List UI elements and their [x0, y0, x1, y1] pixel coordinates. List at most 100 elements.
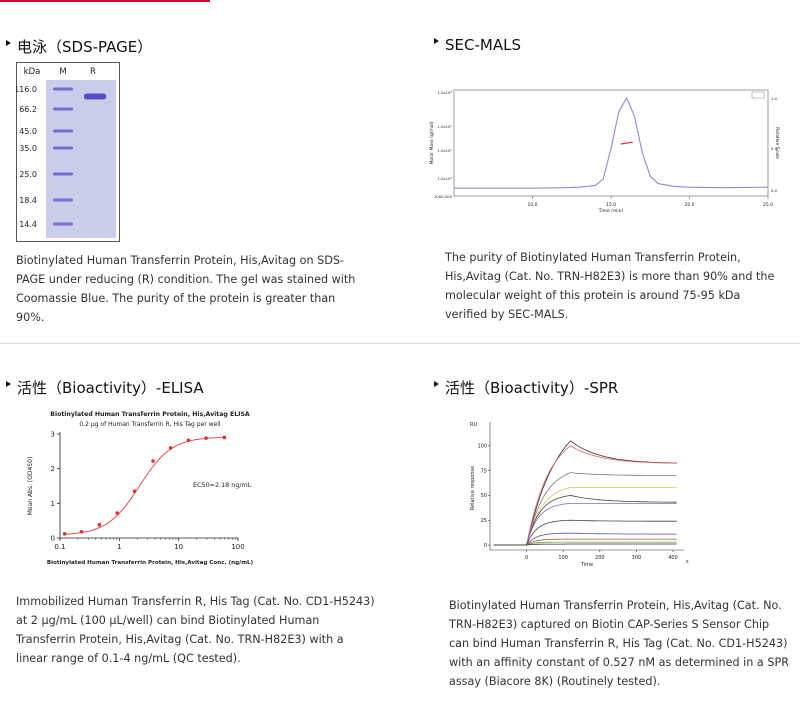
- elisa-y-axis-label: Mean Abs. (OD450): [27, 457, 34, 516]
- elisa-ec50-annotation: EC50=2.18 ng/mL: [193, 481, 252, 489]
- elisa-data-point: [115, 511, 119, 515]
- bullet-triangle-icon: [434, 380, 439, 387]
- elisa-data-point: [62, 532, 67, 536]
- spr-y-tick-label: 50: [481, 493, 487, 499]
- spr-sensorgram-line: [493, 440, 677, 546]
- sec-molar-mass-segment: [620, 141, 633, 145]
- spr-chart: RU s 0 25 50 75 100 0 100 200 300 400 Time Relative r…: [460, 416, 696, 574]
- spr-sensorgram-line: [493, 532, 677, 546]
- sec-plot-frame: [453, 89, 769, 197]
- spr-y-tick-label: 25: [481, 518, 487, 524]
- elisa-data-point: [132, 489, 137, 493]
- bullet-triangle-icon: [6, 380, 11, 387]
- elisa-x-tick-label: 1: [117, 543, 121, 551]
- sec-x-tick-label: 15.0: [606, 202, 616, 208]
- spr-title: 活性（Bioactivity）-SPR: [445, 379, 619, 397]
- sec-y2-axis-label: Relative Scale: [774, 127, 780, 159]
- spr-x-unit-label: s: [686, 559, 689, 565]
- spr-description: Biotinylated Human Transferrin Protein, …: [449, 599, 789, 688]
- elisa-y-tick-label: 2: [51, 465, 55, 473]
- spr-y-tick-label: 75: [481, 468, 487, 474]
- sec-y-tick-label: 1.0x10⁴: [437, 176, 452, 181]
- sec-y2-tick-label: 0.0: [771, 188, 778, 193]
- elisa-data-point: [222, 435, 227, 440]
- gel-marker-label: 45.0: [19, 127, 37, 136]
- sec-mals-heading: SEC-MALS: [434, 36, 521, 54]
- sec-mals-title: SEC-MALS: [445, 36, 521, 54]
- sec-y-tick-label: 1000.000: [434, 194, 453, 199]
- elisa-data-point: [204, 436, 208, 440]
- sds-page-heading: 电泳（SDS-PAGE）: [6, 36, 152, 57]
- gel-marker-band: [53, 198, 73, 202]
- section-divider: [0, 343, 800, 344]
- elisa-x-tick-label: 100: [231, 543, 244, 551]
- spr-sensorgram-line: [493, 445, 677, 546]
- spr-x-tick-label: 400: [668, 555, 678, 561]
- elisa-y-tick-label: 1: [51, 500, 55, 508]
- sec-y-tick-label: 1.0x10⁵: [437, 148, 452, 153]
- spr-x-tick-label: 300: [632, 555, 642, 561]
- spr-sensorgram-line: [493, 503, 677, 546]
- sec-trace-line: [454, 97, 769, 189]
- gel-marker-band: [53, 172, 73, 176]
- spr-sensorgram-line: [493, 472, 677, 546]
- gel-marker-label: 14.4: [19, 220, 37, 229]
- sec-x-axis-label: Time (min): [598, 208, 624, 212]
- sec-x-tick-label: 10.0: [527, 202, 537, 208]
- elisa-title: 活性（Bioactivity）-ELISA: [17, 379, 204, 397]
- gel-marker-band: [53, 107, 73, 111]
- gel-marker-band: [53, 146, 73, 150]
- gel-unit-label: kDa: [24, 67, 41, 77]
- gel-marker-label: 116.0: [16, 85, 37, 94]
- elisa-y-tick-label: 0: [51, 535, 55, 543]
- elisa-fit-curve: [64, 436, 225, 535]
- spr-y-unit-label: RU: [470, 422, 477, 428]
- spr-y-tick-label: 100: [477, 444, 487, 450]
- spr-sensorgram-line: [493, 541, 677, 546]
- spr-x-tick-label: 200: [595, 555, 605, 561]
- sec-x-tick-label: 20.0: [684, 202, 694, 208]
- bullet-triangle-icon: [434, 37, 439, 44]
- sds-page-description: Biotinylated Human Transferrin Protein, …: [16, 254, 356, 324]
- sec-y-axis-label: Molar Mass (g/mol): [429, 121, 435, 164]
- elisa-chart: Biotinylated Human Transferrin Protein, …: [18, 406, 284, 570]
- elisa-chart-subtitle: 0.2 μg of Human Transferrin R, His Tag p…: [79, 421, 220, 428]
- spr-y-tick-label: 0: [484, 543, 487, 549]
- elisa-x-axis-label: Biotinylated Human Transferrin Protein, …: [47, 560, 254, 566]
- elisa-chart-title: Biotinylated Human Transferrin Protein, …: [50, 411, 250, 418]
- elisa-data-point: [79, 529, 84, 534]
- gel-marker-band: [53, 129, 73, 133]
- spr-sensorgram-line: [493, 494, 677, 546]
- gel-lane-m-label: M: [59, 67, 66, 77]
- spr-sensorgram-line: [493, 519, 677, 546]
- spr-x-axis-label: Time: [580, 562, 593, 568]
- sec-y-tick-label: 1.0x10⁸: [437, 90, 452, 95]
- spr-sensorgram-line: [493, 543, 677, 546]
- sds-page-gel-image: kDa M R 116.0 66.2 45.0 35.0 25.0 18.4 14.4: [14, 62, 120, 242]
- elisa-data-point: [97, 523, 102, 527]
- sec-mals-description: The purity of Biotinylated Human Transfe…: [445, 251, 775, 321]
- sec-y2-tick-label: 1.0: [771, 96, 778, 101]
- sds-page-title: 电泳（SDS-PAGE）: [17, 38, 153, 56]
- elisa-description: Immobilized Human Transferrin R, His Tag…: [16, 595, 375, 665]
- gel-marker-label: 18.4: [19, 196, 37, 205]
- gel-marker-band: [53, 87, 73, 91]
- gel-lane-r-label: R: [90, 67, 96, 77]
- sec-legend-box: [751, 91, 765, 99]
- elisa-data-point: [151, 459, 155, 463]
- spr-sensorgram-line: [493, 487, 677, 546]
- top-accent-line: [0, 0, 210, 2]
- sec-y-tick-label: 1.0x10⁶: [437, 124, 452, 129]
- elisa-y-tick-label: 3: [51, 431, 55, 439]
- elisa-heading: 活性（Bioactivity）-ELISA: [6, 377, 204, 398]
- gel-marker-band: [53, 222, 73, 226]
- elisa-data-point: [168, 446, 173, 450]
- spr-y-axis-label: Relative response: [470, 466, 476, 510]
- spr-sensorgram-line: [493, 538, 677, 546]
- elisa-x-tick-label: 0.1: [54, 543, 65, 551]
- bullet-triangle-icon: [6, 39, 11, 46]
- sec-mals-chart: 10.0 15.0 20.0 25.0 1.0x10⁸ 1.0x10⁶ 1.0x10⁵ 1.0…: [424, 82, 780, 214]
- spr-heading: 活性（Bioactivity）-SPR: [434, 377, 618, 398]
- gel-marker-label: 25.0: [19, 170, 37, 179]
- spr-x-tick-label: 100: [558, 555, 568, 561]
